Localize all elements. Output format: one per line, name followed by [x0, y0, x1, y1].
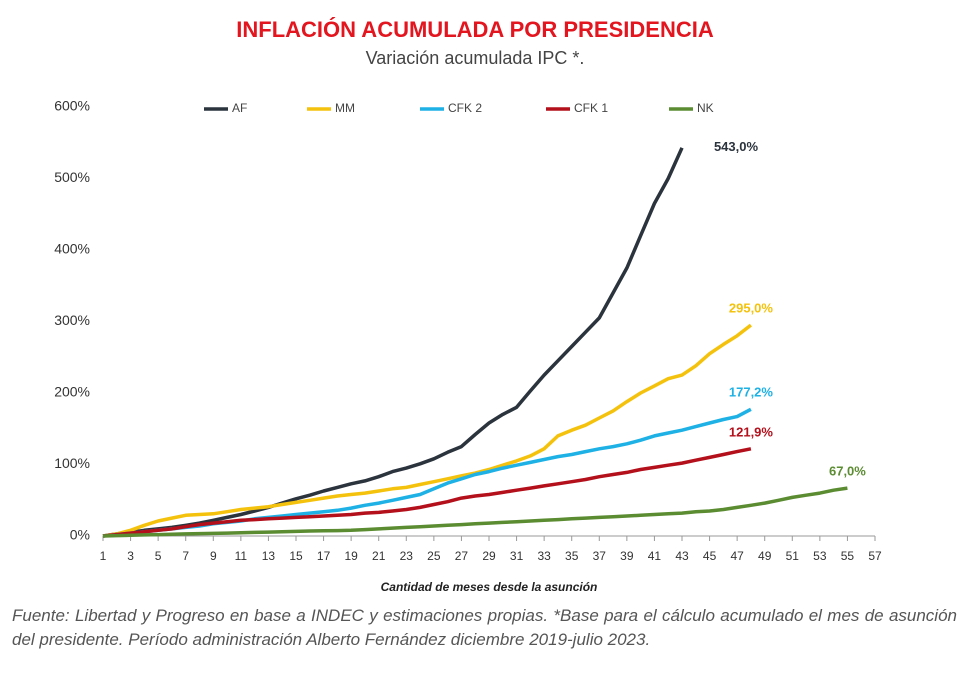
x-tick-label: 13 — [262, 549, 276, 563]
y-tick-label: 200% — [54, 384, 90, 400]
x-tick-label: 25 — [427, 549, 441, 563]
x-tick-label: 23 — [400, 549, 414, 563]
legend-label: CFK 2 — [448, 101, 482, 115]
x-tick-label: 21 — [372, 549, 386, 563]
series-line — [102, 486, 848, 538]
chart-subtitle: Variación acumulada IPC *. — [366, 48, 585, 68]
y-tick-label: 400% — [54, 241, 90, 257]
end-label: 121,9% — [729, 424, 774, 439]
y-tick-label: 0% — [70, 527, 90, 543]
x-tick-label: 9 — [210, 549, 217, 563]
x-tick-label: 31 — [510, 549, 524, 563]
x-tick-label: 37 — [593, 549, 607, 563]
x-tick-label: 43 — [675, 549, 689, 563]
x-tick-label: 33 — [537, 549, 551, 563]
series-line — [102, 407, 752, 538]
x-tick-label: 11 — [235, 549, 248, 563]
x-axis-label: Cantidad de meses desde la asunción — [381, 580, 598, 594]
x-tick-label: 15 — [289, 549, 303, 563]
x-tick-label: 1 — [100, 549, 107, 563]
legend-label: AF — [232, 101, 247, 115]
end-label: 177,2% — [729, 385, 774, 400]
x-tick-label: 35 — [565, 549, 579, 563]
series-line — [102, 323, 752, 538]
x-tick-label: 55 — [841, 549, 855, 563]
x-tick-label: 45 — [703, 549, 717, 563]
x-tick-label: 49 — [758, 549, 772, 563]
x-tick-label: 47 — [730, 549, 744, 563]
legend-label: MM — [335, 101, 355, 115]
y-tick-label: 600% — [54, 98, 90, 114]
end-label: 295,0% — [729, 301, 774, 316]
x-tick-label: 5 — [155, 549, 162, 563]
chart-title: INFLACIÓN ACUMULADA POR PRESIDENCIA — [236, 17, 714, 42]
x-tick-label: 17 — [317, 549, 331, 563]
footnote: Fuente: Libertad y Progreso en base a IN… — [12, 606, 957, 649]
x-tick-label: 27 — [455, 549, 469, 563]
legend-label: NK — [697, 101, 714, 115]
x-tick-label: 53 — [813, 549, 827, 563]
x-tick-label: 39 — [620, 549, 634, 563]
x-tick-label: 19 — [344, 549, 358, 563]
x-tick-label: 3 — [127, 549, 134, 563]
series-line — [102, 447, 752, 538]
end-label: 67,0% — [829, 464, 866, 479]
x-tick-label: 57 — [868, 549, 882, 563]
y-tick-label: 500% — [54, 169, 90, 185]
y-tick-label: 100% — [54, 455, 90, 471]
chart: INFLACIÓN ACUMULADA POR PRESIDENCIA Vari… — [54, 17, 882, 594]
x-tick-label: 51 — [786, 549, 800, 563]
x-tick-label: 29 — [482, 549, 496, 563]
y-tick-label: 300% — [54, 312, 90, 328]
end-label: 543,0% — [714, 139, 759, 154]
x-tick-label: 41 — [648, 549, 662, 563]
x-tick-label: 7 — [182, 549, 189, 563]
legend-label: CFK 1 — [574, 101, 608, 115]
